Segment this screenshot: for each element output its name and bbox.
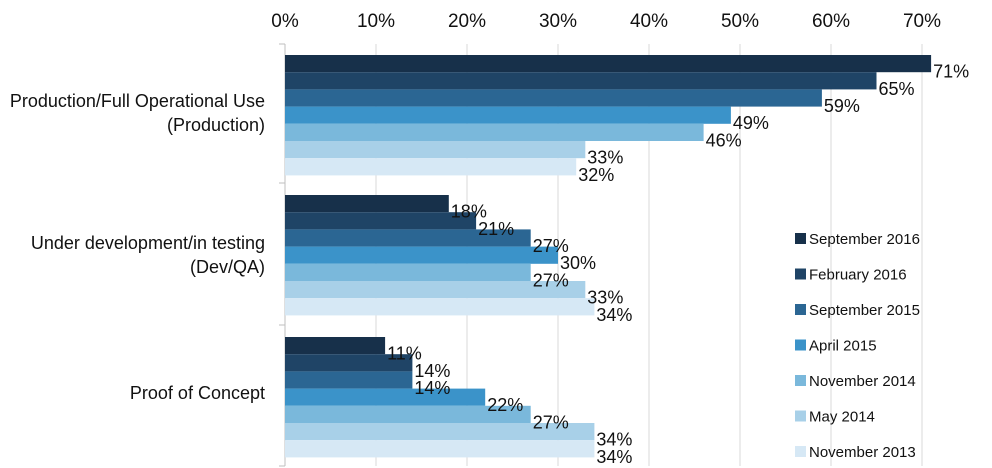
bar [285, 371, 413, 389]
data-label: 34% [596, 430, 632, 450]
bar [285, 263, 531, 281]
data-label: 33% [587, 148, 623, 168]
bar [285, 158, 577, 176]
data-label: 59% [824, 96, 860, 116]
bar [285, 337, 386, 355]
x-tick-label: 40% [630, 11, 668, 32]
data-label: 30% [560, 253, 596, 273]
bar [285, 212, 477, 230]
bars [285, 55, 932, 458]
legend-label: February 2016 [809, 267, 907, 284]
category-label: Production/Full Operational Use [10, 91, 265, 111]
x-tick-label: 30% [539, 11, 577, 32]
legend-label: May 2014 [809, 409, 875, 426]
bar [285, 89, 822, 107]
data-label: 22% [487, 395, 523, 415]
data-label: 27% [533, 412, 569, 432]
data-label: 33% [587, 288, 623, 308]
data-label: 71% [933, 62, 969, 82]
x-tick-label: 20% [448, 11, 486, 32]
x-tick-label: 60% [812, 11, 850, 32]
legend-label: April 2015 [809, 338, 877, 355]
legend-swatch [795, 410, 806, 422]
bar [285, 55, 932, 73]
legend-swatch [795, 233, 806, 244]
bar [285, 229, 531, 247]
bar [285, 195, 449, 213]
category-label: (Production) [167, 115, 265, 135]
bar [285, 298, 595, 316]
legend-swatch [795, 446, 806, 457]
bar [285, 106, 731, 124]
x-axis-tick-labels: 0% 10% 20% 30% 40% 50% 60% 70% [271, 11, 941, 32]
bar [285, 281, 586, 299]
legend-label: September 2015 [809, 302, 920, 319]
bar [285, 141, 586, 159]
data-label: 14% [414, 361, 450, 381]
x-tick-label: 10% [357, 11, 395, 32]
data-label: 34% [596, 447, 632, 467]
bar [285, 405, 531, 423]
data-label: 49% [733, 113, 769, 133]
data-label: 21% [478, 219, 514, 239]
bar [285, 423, 595, 441]
category-label: Under development/in testing [31, 233, 265, 253]
legend-swatch [795, 375, 806, 386]
bar [285, 72, 877, 90]
x-tick-label: 50% [721, 11, 759, 32]
data-label: 18% [451, 202, 487, 222]
data-label: 27% [533, 270, 569, 290]
category-label: Proof of Concept [130, 383, 265, 403]
data-labels: 71%65%59%49%46%33%32%18%21%27%30%27%33%3… [387, 62, 969, 467]
legend-label: November 2014 [809, 373, 916, 390]
data-label: 14% [414, 378, 450, 398]
data-label: 46% [706, 130, 742, 150]
data-label: 34% [596, 305, 632, 325]
legend-swatch [795, 339, 806, 351]
data-label: 11% [387, 344, 422, 364]
x-tick-label: 70% [903, 11, 941, 32]
category-label: (Dev/QA) [190, 257, 265, 277]
data-label: 65% [879, 79, 915, 99]
data-label: 32% [578, 165, 614, 185]
bar [285, 123, 704, 141]
legend-label: September 2016 [809, 231, 920, 248]
bar [285, 440, 595, 458]
data-label: 27% [533, 236, 569, 256]
bar [285, 354, 413, 372]
legend-label: November 2013 [809, 444, 916, 461]
bar [285, 388, 486, 406]
legend-swatch [795, 268, 806, 280]
legend: September 2016 February 2016 September 201… [795, 231, 920, 461]
x-tick-label: 0% [271, 11, 299, 32]
legend-swatch [795, 304, 806, 315]
category-labels: Production/Full Operational Use (Producti… [10, 91, 265, 403]
bar [285, 246, 558, 264]
